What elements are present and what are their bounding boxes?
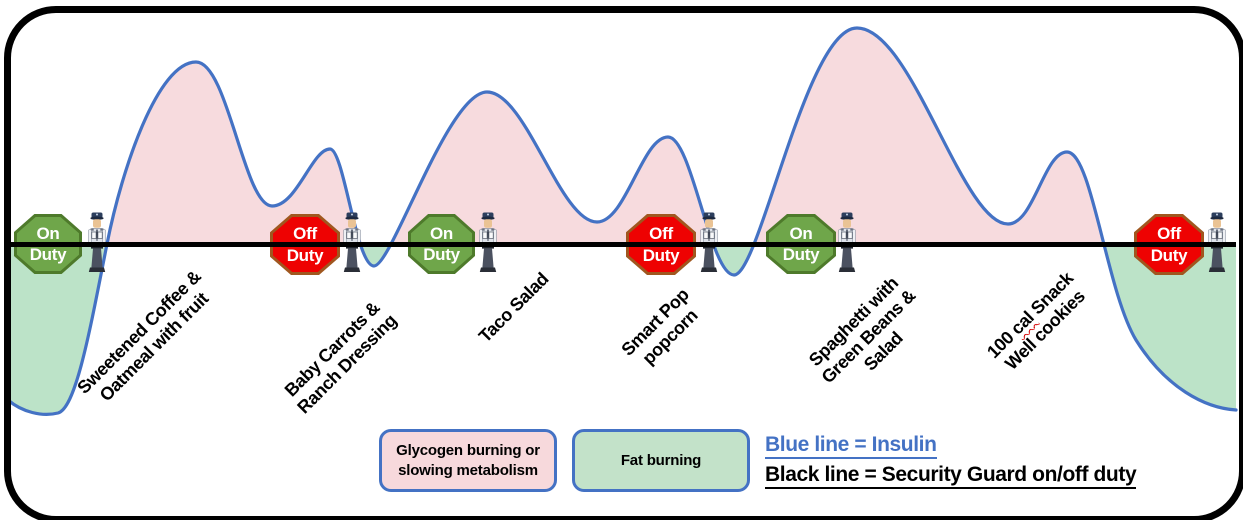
sign-line2: Duty (1150, 245, 1188, 265)
sign-line2: Duty (423, 245, 460, 264)
sign-line2: Duty (782, 245, 820, 264)
legend-fat-burning-box: Fat burning (572, 429, 750, 492)
legend-line-key: Blue line = Insulin Black line = Securit… (765, 434, 1137, 494)
security-guard-icon (835, 211, 859, 274)
security-guard-icon (340, 211, 364, 274)
legend-glycogen-burning-box: Glycogen burning or slowing metabolism (379, 429, 557, 492)
fat-area (8, 244, 1236, 415)
sign-line1: On (429, 223, 453, 243)
sign-line2: Duty (286, 245, 324, 265)
security-guard-duty-line (8, 242, 1236, 247)
insulin-curve (6, 26, 1238, 416)
legend-blue-line-insulin: Blue line = Insulin (765, 434, 1136, 459)
sign-line1: Off (1157, 224, 1181, 244)
glycogen-area (107, 28, 1104, 244)
sign-line1: On (36, 223, 60, 243)
sign-line2: Duty (29, 245, 67, 264)
sign-line1: On (789, 223, 813, 243)
sign-line1: Off (649, 224, 673, 244)
legend-black-line-security-guard: Black line = Security Guard on/off duty (765, 464, 1137, 489)
sign-line2: Duty (642, 245, 680, 265)
sign-line1: Off (293, 224, 317, 244)
